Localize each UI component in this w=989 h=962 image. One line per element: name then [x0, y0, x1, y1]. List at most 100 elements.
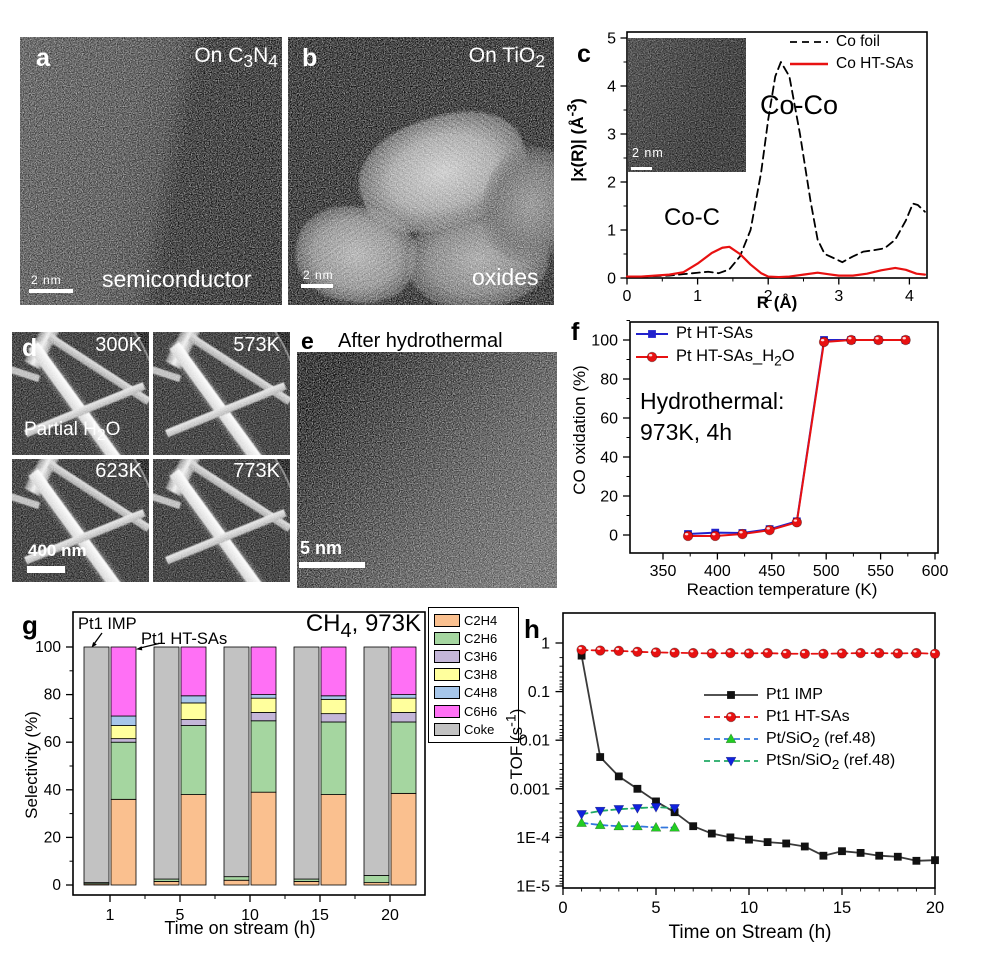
pt-htsas-line-sample [636, 329, 668, 338]
panel-a-support-label: On C3N4 [194, 44, 278, 72]
svg-text:3: 3 [607, 127, 616, 144]
hydrothermal-note: Hydrothermal: 973K, 4h [640, 386, 784, 448]
legend-row: Co foil [788, 31, 914, 53]
inset-scalebar [631, 167, 652, 170]
legend-label: Pt/SiO2 (ref.48) [766, 730, 876, 751]
inset-scalebar-label: 2 nm [632, 146, 664, 160]
exafs-legend: Co foil Co HT-SAs [788, 31, 914, 75]
selectivity-legend: C2H4 C2H6 C3H6 C3H8 C4H8 C6H6 Coke [428, 607, 519, 743]
co-oxidation-chart: 0 20 40 60 80 100 350 400 450 500 550 600 [591, 320, 948, 580]
legend-label: Pt HT-SAs [676, 324, 754, 342]
pt1-imp-line-sample [704, 691, 758, 699]
panel-b-support-label: On TiO2 [468, 44, 545, 72]
svg-text:40: 40 [600, 450, 618, 467]
svg-text:2: 2 [764, 288, 773, 305]
temperature-label-300k: 300K [95, 334, 142, 356]
pt1-htsas-line-sample [704, 711, 758, 723]
tof-y-axis-label: TOF (s-1) [503, 708, 526, 780]
pt1-imp-annotation: Pt1 IMP [78, 615, 137, 633]
legend-label: PtSn/SiO2 (ref.48) [766, 752, 896, 773]
legend-label: C6H6 [464, 703, 498, 719]
legend-swatch-c2h6 [434, 631, 460, 645]
legend-label: Co foil [836, 33, 880, 50]
svg-text:1E-4: 1E-4 [516, 830, 550, 847]
svg-text:60: 60 [44, 734, 62, 751]
legend-row: C6H6 [434, 702, 518, 720]
legend-label: C3H8 [464, 667, 498, 683]
legend-row: Pt HT-SAs_H2O [634, 345, 795, 368]
selectivity-x-axis-label: Time on stream (h) [164, 918, 316, 938]
legend-row: C3H6 [434, 647, 518, 665]
svg-text:20: 20 [44, 829, 62, 846]
svg-text:20: 20 [381, 907, 399, 924]
selectivity-title: CH4, 973K [305, 610, 421, 642]
legend-swatch-c6h6 [434, 704, 460, 718]
panel-e-title: After hydrothermal [338, 330, 503, 352]
svg-text:0: 0 [609, 528, 618, 545]
svg-text:5: 5 [607, 31, 616, 48]
legend-label: C4H8 [464, 685, 498, 701]
svg-text:80: 80 [44, 687, 62, 704]
legend-swatch-c4h8 [434, 686, 460, 700]
panel-a-caption: semiconductor [102, 266, 252, 292]
svg-text:0.001: 0.001 [510, 781, 550, 798]
exafs-y-axis-label: |x(R)| (Å-3) [564, 98, 587, 182]
hydrothermal-note-line1: Hydrothermal: [640, 388, 785, 414]
svg-text:20: 20 [600, 489, 618, 506]
panel-b-scalebar-label: 2 nm [303, 268, 334, 282]
svg-text:1: 1 [541, 636, 550, 653]
svg-text:1: 1 [693, 288, 702, 305]
legend-row: Coke [434, 720, 518, 738]
pt-htsas-h2o-line-sample [636, 351, 668, 362]
svg-text:0.01: 0.01 [519, 733, 550, 750]
legend-swatch-c3h8 [434, 668, 460, 682]
svg-text:100: 100 [35, 639, 61, 656]
panel-e-scalebar-label: 5 nm [300, 538, 343, 558]
svg-text:40: 40 [44, 782, 62, 799]
svg-text:4: 4 [905, 288, 914, 305]
panel-g-letter: g [22, 610, 38, 640]
tof-legend: Pt1 IMP Pt1 HT-SAs Pt/SiO2 (ref.48) PtSn… [702, 684, 895, 772]
legend-row: C2H6 [434, 629, 518, 647]
panel-b-scalebar [301, 284, 333, 288]
svg-text:0: 0 [623, 288, 632, 305]
svg-text:100: 100 [591, 333, 618, 350]
svg-text:1: 1 [106, 907, 115, 924]
temperature-label-773k: 773K [233, 460, 280, 482]
svg-text:80: 80 [600, 372, 618, 389]
co-oxidation-legend: Pt HT-SAs Pt HT-SAs_H2O [634, 322, 795, 368]
svg-text:550: 550 [867, 563, 894, 580]
svg-text:0.1: 0.1 [528, 684, 550, 701]
co-htsas-line-sample [790, 62, 828, 66]
svg-text:20: 20 [926, 899, 944, 917]
panel-c-letter: c [577, 40, 591, 68]
svg-text:60: 60 [600, 411, 618, 428]
tem-noise [20, 37, 282, 305]
svg-text:1E-5: 1E-5 [516, 879, 550, 896]
panel-e-letter: e [301, 328, 314, 354]
co-foil-line-sample [790, 41, 828, 43]
legend-row: Pt1 IMP [702, 684, 895, 706]
svg-text:500: 500 [813, 563, 840, 580]
svg-text:15: 15 [311, 907, 329, 924]
tof-chart: 1 0.1 0.01 0.001 1E-4 1E-5 0 5 10 15 20 [510, 612, 944, 917]
panel-a-letter: a [36, 44, 50, 72]
legend-row: PtSn/SiO2 (ref.48) [702, 750, 895, 772]
hydrothermal-note-line2: 973K, 4h [640, 419, 733, 445]
legend-label: Co HT-SAs [836, 55, 914, 72]
pt-sio2-line-sample [704, 733, 758, 744]
panel-b-caption: oxides [472, 264, 539, 290]
temperature-label-623k: 623K [95, 460, 142, 482]
svg-text:2: 2 [607, 175, 616, 192]
co-c-annotation: Co-C [664, 204, 721, 231]
panel-d-letter: d [22, 334, 38, 362]
pt1-htsas-annotation: Pt1 HT-SAs [141, 630, 228, 648]
svg-text:0: 0 [52, 877, 61, 894]
svg-text:10: 10 [241, 907, 259, 924]
legend-label: C2H6 [464, 630, 498, 646]
co-co-annotation: Co-Co [760, 90, 839, 120]
svg-text:4: 4 [607, 79, 616, 96]
svg-text:15: 15 [833, 899, 851, 917]
legend-swatch-coke [434, 722, 460, 736]
